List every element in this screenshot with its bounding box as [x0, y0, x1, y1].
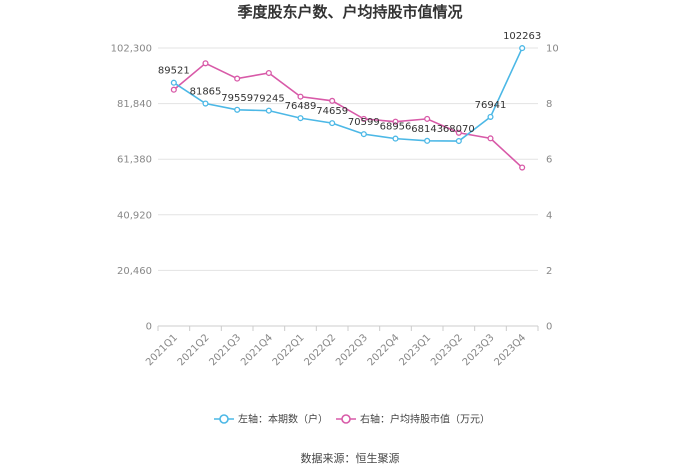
legend-marker: [219, 414, 229, 424]
data-point-left[interactable]: [265, 107, 272, 114]
data-point-left[interactable]: [360, 131, 367, 138]
right-axis-tick-label: 4: [546, 210, 552, 221]
data-point-right[interactable]: [424, 115, 431, 122]
series-layer: [170, 45, 526, 171]
left-axis-tick-label: 102,300: [111, 44, 152, 55]
x-axis-tick-label: 2023Q1: [397, 332, 433, 368]
data-point-right[interactable]: [392, 118, 399, 125]
right-axis-tick-label: 10: [546, 44, 559, 55]
axes: [157, 325, 539, 331]
data-point-right[interactable]: [329, 97, 336, 104]
data-point-left[interactable]: [202, 100, 209, 107]
data-point-right[interactable]: [170, 86, 177, 93]
x-axis-tick-label: 2023Q3: [461, 332, 497, 368]
x-axis-ticks: 2021Q12021Q22021Q32021Q42022Q12022Q22022…: [144, 332, 528, 368]
data-point-left[interactable]: [329, 120, 336, 127]
data-label: 79245: [253, 94, 285, 105]
x-axis-tick-label: 2021Q4: [239, 332, 275, 368]
data-label: 79559: [221, 93, 253, 104]
data-point-right[interactable]: [360, 115, 367, 122]
left-axis-tick-label: 0: [146, 322, 152, 333]
data-point-left[interactable]: [424, 137, 431, 144]
right-axis-tick-label: 0: [546, 322, 552, 333]
data-label: 68143: [411, 124, 443, 135]
data-label: 68956: [380, 122, 412, 133]
data-label: 76489: [285, 101, 317, 112]
grid: [158, 47, 538, 271]
x-axis-tick-label: 2022Q1: [271, 332, 307, 368]
left-axis-ticks: 0 20,460 40,920 61,380 81,840 102,300: [111, 44, 152, 333]
source-text: 数据来源：恒生聚源: [301, 451, 400, 465]
data-point-right[interactable]: [487, 135, 494, 142]
data-point-right[interactable]: [265, 69, 272, 77]
series-line-left: [173, 47, 523, 142]
right-axis-tick-label: 6: [546, 155, 552, 166]
data-point-right[interactable]: [202, 60, 209, 67]
data-label: 70599: [348, 117, 380, 128]
data-label: 102263: [503, 31, 541, 42]
data-label: 74659: [316, 106, 348, 117]
data-label: 68070: [443, 124, 475, 135]
data-point-left[interactable]: [519, 45, 526, 52]
data-point-right[interactable]: [234, 75, 241, 82]
x-axis-tick-label: 2021Q1: [144, 332, 180, 368]
legend[interactable]: 左轴：本期数（户） 右轴：户均持股市值（万元）: [214, 413, 490, 426]
x-axis-tick-label: 2021Q3: [207, 332, 243, 368]
x-axis-tick-label: 2023Q4: [492, 332, 528, 368]
x-axis-tick-label: 2022Q3: [334, 332, 370, 368]
data-point-right[interactable]: [519, 164, 526, 171]
left-axis-tick-label: 40,920: [117, 210, 152, 221]
legend-item-left[interactable]: 左轴：本期数（户）: [214, 413, 328, 426]
x-axis-tick-label: 2022Q2: [302, 332, 338, 368]
legend-item-right[interactable]: 右轴：户均持股市值（万元）: [336, 413, 490, 426]
data-point-right[interactable]: [455, 129, 462, 136]
right-axis-tick-label: 8: [546, 99, 552, 110]
data-point-left[interactable]: [392, 135, 399, 142]
data-point-left[interactable]: [234, 106, 241, 113]
data-label: 76941: [475, 100, 507, 111]
data-point-left[interactable]: [487, 113, 494, 120]
data-point-right[interactable]: [297, 93, 304, 100]
x-axis-tick-label: 2022Q4: [366, 332, 402, 368]
data-point-left[interactable]: [297, 115, 304, 122]
x-axis-tick-label: 2021Q2: [176, 332, 212, 368]
data-label: 81865: [190, 87, 222, 98]
right-axis-tick-label: 2: [546, 266, 552, 277]
data-point-left[interactable]: [455, 137, 462, 145]
legend-marker: [341, 414, 351, 424]
x-axis-tick-label: 2023Q2: [429, 332, 465, 368]
right-axis-ticks: 0 2 4 6 8 10: [546, 44, 559, 333]
left-axis-tick-label: 20,460: [117, 266, 152, 277]
legend-label: 右轴：户均持股市值（万元）: [360, 413, 490, 426]
chart-title: 季度股东户数、户均持股市值情况: [237, 3, 462, 21]
left-axis-tick-label: 61,380: [117, 155, 152, 166]
left-axis-tick-label: 81,840: [117, 99, 152, 110]
data-label: 89521: [158, 66, 190, 77]
legend-label: 左轴：本期数（户）: [238, 413, 328, 426]
data-point-left[interactable]: [170, 79, 177, 86]
series-line-right: [173, 62, 523, 169]
